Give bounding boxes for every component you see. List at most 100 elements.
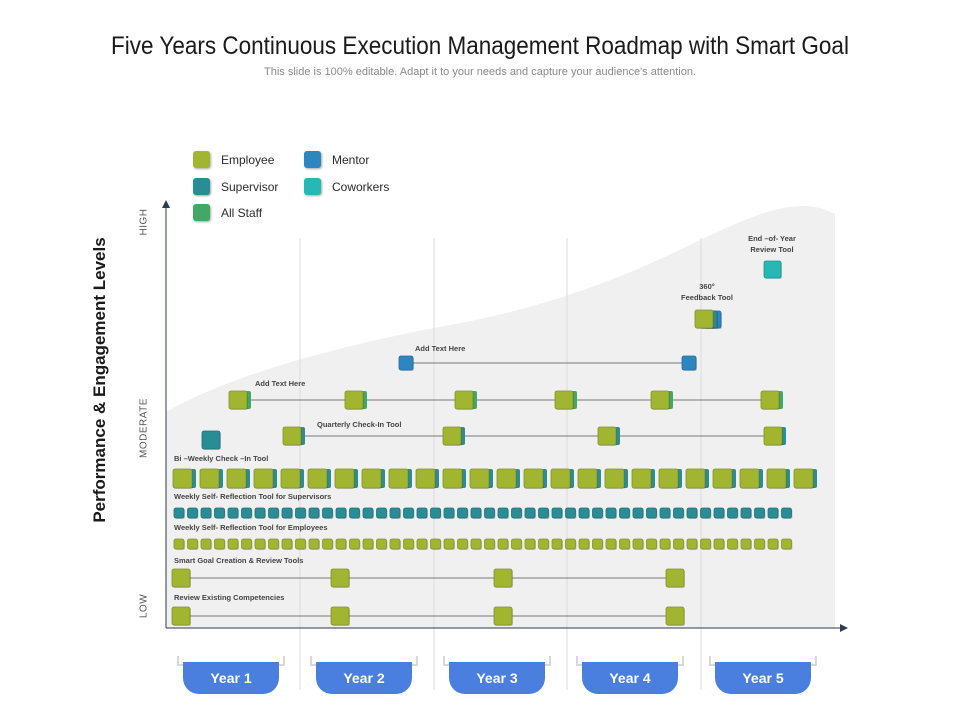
biweekly-node-1 bbox=[172, 468, 193, 489]
legend-label-coworkers: Coworkers bbox=[332, 180, 390, 194]
review-competencies-node-3 bbox=[493, 606, 513, 626]
biweekly-node-23 bbox=[766, 468, 787, 489]
biweekly-node-15 bbox=[550, 468, 571, 489]
year-4-pill[interactable]: Year 4 bbox=[582, 662, 678, 694]
weekly-supervisors-node-7 bbox=[254, 507, 266, 519]
add-text-lower-node-1 bbox=[228, 390, 248, 410]
label-biweekly: Bi –Weekly Check –In Tool bbox=[174, 454, 268, 463]
label-end-of-year-1: End –of- Year bbox=[748, 234, 796, 243]
biweekly-node-12 bbox=[469, 468, 490, 489]
weekly-supervisors-node-11 bbox=[308, 507, 320, 519]
label-review-competencies: Review Existing Competencies bbox=[174, 593, 284, 602]
add-text-upper-node-1 bbox=[398, 355, 414, 371]
label-add-text-upper: Add Text Here bbox=[415, 344, 465, 353]
weekly-employees-node-29 bbox=[551, 538, 563, 550]
weekly-supervisors-node-5 bbox=[227, 507, 239, 519]
weekly-supervisors-node-9 bbox=[281, 507, 293, 519]
weekly-supervisors-node-15 bbox=[362, 507, 374, 519]
weekly-supervisors-node-43 bbox=[740, 507, 752, 519]
weekly-supervisors-node-20 bbox=[430, 507, 441, 519]
end-of-year-node bbox=[763, 260, 782, 279]
biweekly-node-6 bbox=[307, 468, 328, 489]
weekly-employees-node-38 bbox=[673, 538, 684, 550]
label-weekly-employees: Weekly Self- Reflection Tool for Employe… bbox=[174, 523, 328, 532]
biweekly-node-17 bbox=[604, 468, 625, 489]
year-5-pill[interactable]: Year 5 bbox=[715, 662, 811, 694]
weekly-employees-node-4 bbox=[214, 538, 225, 550]
biweekly-node-4 bbox=[253, 468, 274, 489]
weekly-supervisors-node-31 bbox=[578, 507, 590, 519]
add-text-lower-node-5 bbox=[650, 390, 670, 410]
weekly-supervisors-node-35 bbox=[632, 507, 644, 519]
weekly-supervisors-node-46 bbox=[781, 507, 792, 519]
year-1-pill[interactable]: Year 1 bbox=[183, 662, 279, 694]
weekly-supervisors-node-14 bbox=[349, 507, 360, 519]
weekly-employees-node-13 bbox=[335, 538, 347, 550]
weekly-employees-node-7 bbox=[254, 538, 266, 550]
weekly-supervisors-node-39 bbox=[686, 507, 698, 519]
weekly-employees-node-3 bbox=[200, 538, 212, 550]
weekly-supervisors-node-34 bbox=[619, 507, 630, 519]
weekly-supervisors-node-33 bbox=[605, 507, 617, 519]
weekly-employees-node-32 bbox=[592, 538, 603, 550]
review-competencies-node-1 bbox=[171, 606, 191, 626]
legend-swatch-employee bbox=[193, 151, 210, 168]
biweekly-node-7 bbox=[334, 468, 355, 489]
biweekly-node-3 bbox=[226, 468, 247, 489]
weekly-employees-node-44 bbox=[754, 538, 765, 550]
weekly-employees-node-24 bbox=[484, 538, 495, 550]
weekly-employees-node-21 bbox=[443, 538, 455, 550]
biweekly-node-10 bbox=[415, 468, 436, 489]
weekly-supervisors-node-10 bbox=[295, 507, 306, 519]
weekly-supervisors-node-29 bbox=[551, 507, 563, 519]
weekly-employees-node-30 bbox=[565, 538, 576, 550]
weekly-employees-node-35 bbox=[632, 538, 644, 550]
add-text-lower-node-2 bbox=[344, 390, 364, 410]
weekly-employees-node-46 bbox=[781, 538, 792, 550]
weekly-employees-node-14 bbox=[349, 538, 360, 550]
level-moderate-text: MODERATE bbox=[138, 398, 150, 458]
weekly-employees-node-16 bbox=[376, 538, 387, 550]
year-3-pill[interactable]: Year 3 bbox=[449, 662, 545, 694]
level-high-text: HIGH bbox=[138, 208, 150, 236]
weekly-employees-node-10 bbox=[295, 538, 306, 550]
weekly-supervisors-node-41 bbox=[713, 507, 725, 519]
add-text-lower-node-4 bbox=[554, 390, 574, 410]
weekly-supervisors-node-3 bbox=[200, 507, 212, 519]
biweekly-node-16 bbox=[577, 468, 598, 489]
weekly-employees-node-26 bbox=[511, 538, 522, 550]
weekly-employees-node-1 bbox=[173, 538, 185, 550]
weekly-supervisors-node-16 bbox=[376, 507, 387, 519]
weekly-employees-node-31 bbox=[578, 538, 590, 550]
legend-swatch-supervisor bbox=[193, 178, 210, 195]
weekly-employees-node-11 bbox=[308, 538, 320, 550]
weekly-supervisors-node-25 bbox=[497, 507, 509, 519]
legend-swatch-coworkers bbox=[304, 178, 321, 195]
weekly-employees-node-19 bbox=[416, 538, 428, 550]
weekly-employees-node-8 bbox=[268, 538, 279, 550]
biweekly-node-11 bbox=[442, 468, 463, 489]
weekly-employees-node-41 bbox=[713, 538, 725, 550]
smart-goal-node-2 bbox=[330, 568, 350, 588]
weekly-supervisors-node-18 bbox=[403, 507, 414, 519]
weekly-employees-node-9 bbox=[281, 538, 293, 550]
year-3: Year 3 bbox=[443, 656, 551, 696]
weekly-employees-node-27 bbox=[524, 538, 536, 550]
weekly-supervisors-node-23 bbox=[470, 507, 482, 519]
biweekly-node-9 bbox=[388, 468, 409, 489]
weekly-employees-node-34 bbox=[619, 538, 630, 550]
weekly-employees-node-5 bbox=[227, 538, 239, 550]
weekly-supervisors-node-40 bbox=[700, 507, 711, 519]
weekly-supervisors-node-38 bbox=[673, 507, 684, 519]
level-low-text: LOW bbox=[138, 593, 150, 619]
weekly-supervisors-node-8 bbox=[268, 507, 279, 519]
x-axis-arrow bbox=[840, 624, 848, 632]
legend-label-supervisor: Supervisor bbox=[221, 180, 279, 194]
weekly-employees-node-36 bbox=[646, 538, 657, 550]
year-5: Year 5 bbox=[709, 656, 817, 696]
year-2-pill[interactable]: Year 2 bbox=[316, 662, 412, 694]
quarterly-node-4 bbox=[763, 426, 783, 446]
label-smart-goal: Smart Goal Creation & Review Tools bbox=[174, 556, 303, 565]
biweekly-node-21 bbox=[712, 468, 733, 489]
